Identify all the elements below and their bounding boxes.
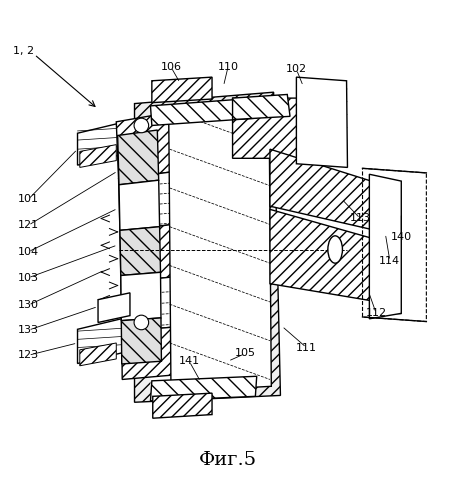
Polygon shape: [150, 376, 256, 401]
Text: 103: 103: [18, 273, 39, 283]
Text: 110: 110: [217, 62, 238, 72]
Polygon shape: [120, 225, 173, 282]
Polygon shape: [80, 145, 116, 168]
Polygon shape: [152, 393, 212, 418]
Ellipse shape: [327, 236, 342, 263]
Text: 1, 2: 1, 2: [13, 46, 34, 56]
Polygon shape: [98, 293, 130, 322]
Circle shape: [134, 315, 148, 330]
Text: 101: 101: [18, 194, 39, 204]
Text: 102: 102: [285, 64, 306, 74]
Polygon shape: [168, 106, 271, 392]
Text: 141: 141: [178, 356, 199, 366]
Polygon shape: [77, 316, 134, 363]
Text: 133: 133: [18, 325, 39, 335]
Polygon shape: [118, 172, 172, 231]
Polygon shape: [121, 272, 161, 321]
Polygon shape: [117, 130, 158, 185]
Polygon shape: [134, 92, 280, 402]
Text: 104: 104: [18, 247, 39, 257]
Polygon shape: [232, 98, 316, 158]
Text: Фиг.5: Фиг.5: [198, 451, 257, 469]
Polygon shape: [119, 180, 159, 231]
Text: 114: 114: [379, 256, 399, 266]
Polygon shape: [150, 98, 256, 125]
Text: 111: 111: [295, 342, 316, 352]
Polygon shape: [150, 109, 263, 389]
Text: 106: 106: [160, 62, 181, 72]
Polygon shape: [269, 210, 379, 302]
Text: 113: 113: [349, 214, 370, 224]
Text: 121: 121: [18, 221, 39, 231]
Text: 123: 123: [18, 350, 39, 360]
Circle shape: [134, 118, 148, 133]
Text: 130: 130: [18, 300, 39, 310]
Polygon shape: [296, 77, 347, 168]
Polygon shape: [120, 227, 160, 275]
Polygon shape: [121, 327, 174, 379]
Text: 140: 140: [390, 232, 411, 242]
Polygon shape: [121, 318, 161, 364]
Polygon shape: [77, 120, 134, 165]
Text: 105: 105: [234, 348, 255, 358]
Polygon shape: [116, 113, 171, 179]
Polygon shape: [269, 149, 379, 231]
Text: 112: 112: [365, 308, 386, 318]
Polygon shape: [232, 94, 289, 120]
Polygon shape: [80, 343, 116, 366]
Polygon shape: [152, 77, 212, 103]
Polygon shape: [121, 277, 174, 331]
Polygon shape: [369, 174, 400, 319]
